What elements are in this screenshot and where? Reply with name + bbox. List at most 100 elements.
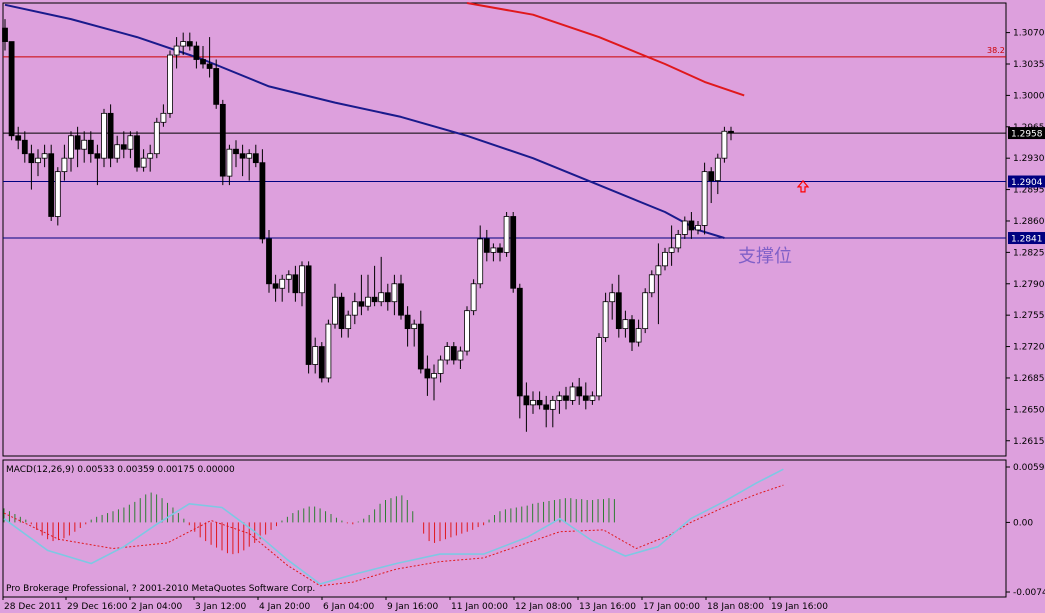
candle-body (437, 359, 444, 374)
macd-label: MACD(12,26,9) 0.00533 0.00359 0.00175 0.… (6, 465, 235, 475)
macd-panel-frame (2, 459, 1007, 598)
candle-body (68, 135, 74, 159)
x-tick-label: 3 Jan 12:00 (195, 602, 247, 612)
candle-body (681, 220, 688, 235)
copyright-text: Pro Brokerage Professional, ? 2001-2010 … (6, 584, 315, 594)
candle-body (325, 323, 332, 379)
y-tick-label: 1.3070 (1013, 29, 1045, 39)
candle-body (411, 323, 418, 330)
candle-body (219, 103, 226, 177)
candle-body (338, 296, 345, 330)
candle-body (351, 301, 358, 316)
y-tick-label: 1.2825 (1013, 248, 1045, 258)
candle-body (695, 225, 701, 231)
candle-body (74, 135, 81, 150)
candle-body (543, 404, 550, 410)
candle-body (530, 399, 536, 406)
candle-body (81, 139, 88, 150)
candle-body (15, 135, 22, 141)
candle-body (167, 54, 173, 114)
candle-body (272, 283, 279, 289)
candle-body (609, 292, 616, 303)
candle-body (648, 274, 655, 294)
candle-body (569, 386, 576, 401)
x-tick-label: 9 Jan 16:00 (387, 602, 439, 612)
up-arrow-icon (796, 179, 810, 193)
candle-body (477, 238, 484, 285)
y-tick-label: 1.3035 (1013, 60, 1045, 70)
candle-body (444, 346, 451, 361)
candle-body (365, 296, 371, 307)
candle-body (404, 314, 411, 330)
macd-tick-label: 0.00594 (1013, 463, 1045, 473)
candle-body (450, 346, 457, 361)
candle-body (549, 399, 556, 410)
candle-body (688, 220, 695, 231)
candle-body (668, 247, 675, 253)
candle-body (226, 148, 233, 177)
price-tag-bg (1008, 127, 1045, 140)
candle-body (701, 171, 708, 226)
candle-body (21, 139, 28, 155)
candle-body (602, 301, 609, 338)
price-tag-bg (1008, 232, 1045, 245)
candle-body (635, 328, 642, 343)
candle-body (728, 130, 734, 134)
x-tick-label: 2 Jan 04:00 (131, 602, 183, 612)
x-tick-label: 12 Jan 08:00 (515, 602, 572, 612)
candle-body (120, 144, 127, 150)
candle-body (629, 319, 635, 343)
candle-body (299, 265, 305, 294)
candle-body (193, 45, 200, 60)
macd-signal-line (3, 484, 784, 587)
candle-body (721, 130, 728, 159)
y-tick-label: 1.2650 (1013, 405, 1045, 415)
candle-body (28, 153, 35, 164)
macd-histogram (3, 492, 615, 555)
candle-body (358, 301, 365, 307)
price-tag-label: 1.2958 (1011, 130, 1043, 140)
candle-body (424, 368, 431, 379)
candle-body (54, 171, 61, 217)
candle-body (662, 251, 668, 267)
y-tick-label: 1.2720 (1013, 343, 1045, 353)
candle-body (279, 278, 286, 289)
x-tick-label: 6 Jan 04:00 (323, 602, 375, 612)
y-tick-label: 1.2860 (1013, 217, 1045, 227)
y-tick-label: 1.2685 (1013, 374, 1045, 384)
candle-body (615, 292, 622, 330)
candle-body (497, 247, 503, 253)
candle-body (708, 171, 715, 182)
candle-body (345, 314, 352, 330)
y-tick-label: 1.2930 (1013, 154, 1045, 164)
candle-body (48, 153, 55, 217)
y-tick-label: 1.2895 (1013, 186, 1045, 196)
candle-body (675, 234, 682, 249)
candle-body (2, 27, 8, 42)
candle-body (134, 135, 140, 168)
candle-body (536, 399, 543, 406)
candle-body (127, 135, 134, 150)
candle-body (87, 139, 94, 155)
candle-body (556, 395, 563, 401)
candle-body (431, 373, 437, 379)
x-tick-label: 4 Jan 20:00 (259, 602, 311, 612)
candle-body (417, 323, 424, 370)
candle-body (563, 395, 569, 401)
candle-body (101, 112, 107, 159)
candle-body (483, 238, 490, 253)
macd-tick-label: 0.00 (1013, 518, 1033, 528)
x-tick-label: 11 Jan 00:00 (451, 602, 508, 612)
candle-body (305, 265, 312, 365)
candle-body (510, 216, 517, 289)
candle-body (378, 292, 385, 303)
candle-body (114, 144, 121, 159)
candles (2, 19, 734, 432)
y-tick-label: 1.2615 (1013, 437, 1045, 447)
price-tag-label: 1.2841 (1011, 235, 1043, 245)
candle-body (312, 346, 319, 365)
candle-body (147, 153, 154, 159)
candle-body (642, 292, 649, 330)
y-tick-label: 1.2790 (1013, 280, 1045, 290)
